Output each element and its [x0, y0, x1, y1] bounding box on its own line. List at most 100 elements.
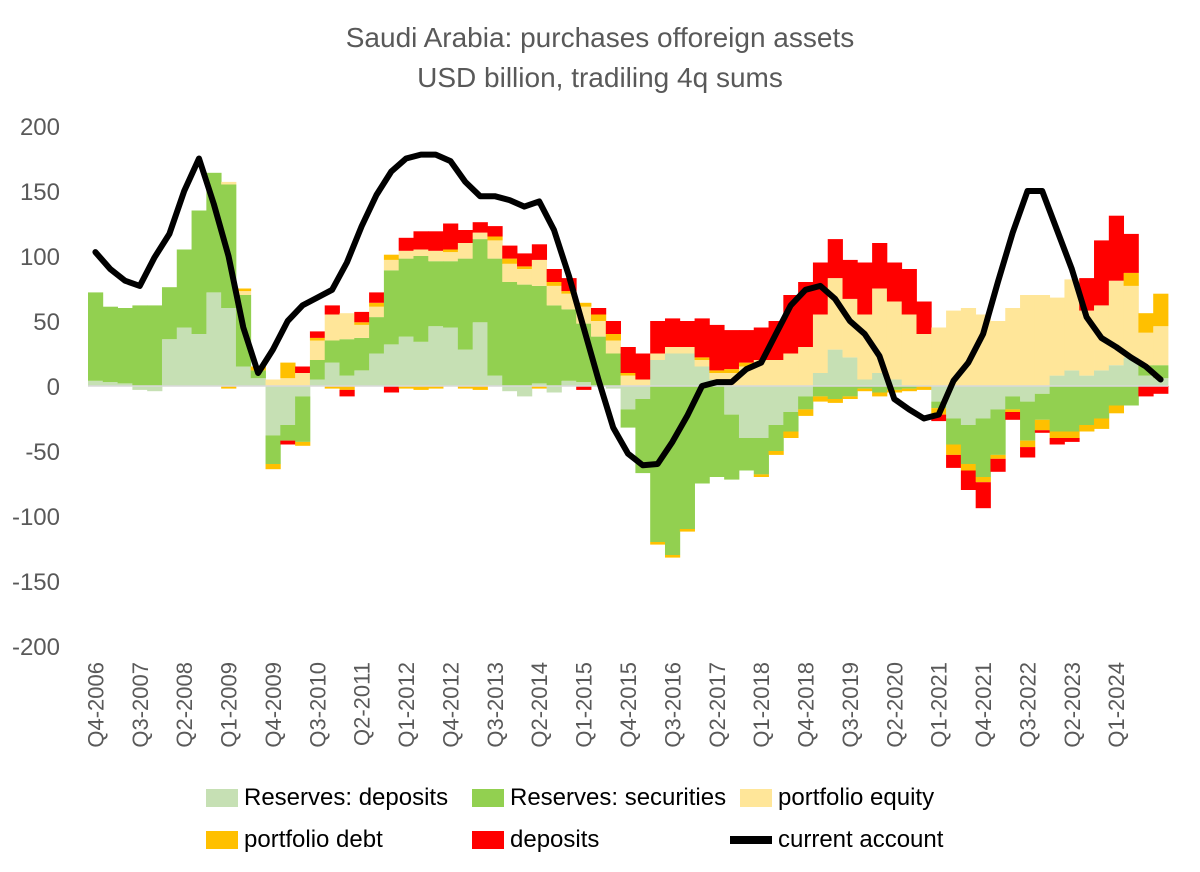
- bar-segment: [561, 380, 577, 386]
- bar-segment: [664, 347, 681, 354]
- y-tick-label: 200: [20, 114, 60, 141]
- bar-segment: [1153, 293, 1169, 327]
- legend-swatch: [472, 831, 504, 849]
- bar-segment: [265, 386, 281, 436]
- bar-segment: [265, 464, 281, 470]
- bar-segment: [724, 414, 740, 480]
- bar-segment: [1094, 240, 1110, 306]
- bar-segment: [975, 482, 991, 509]
- bar-segment: [250, 378, 266, 386]
- bar-segment: [872, 386, 888, 393]
- legend-swatch: [472, 789, 504, 807]
- bar-segment: [398, 237, 414, 251]
- bar-segment: [221, 386, 237, 389]
- bar-segment: [147, 305, 163, 386]
- bar-segment: [309, 340, 326, 360]
- bar-segment: [443, 223, 459, 250]
- bar-segment: [635, 353, 651, 380]
- bar-segment: [235, 291, 252, 295]
- bar-segment: [1123, 272, 1139, 286]
- bar-segment: [546, 386, 562, 393]
- bar-segment: [724, 369, 740, 373]
- bar-segment: [295, 373, 311, 386]
- bar-segment: [650, 353, 666, 360]
- bar-segment: [605, 340, 622, 354]
- bar-segment: [709, 370, 725, 373]
- bar-segment: [591, 308, 607, 315]
- y-tick-label: 100: [20, 244, 60, 271]
- legend-swatch: [740, 789, 772, 807]
- bar-segment: [1034, 393, 1051, 420]
- bar-segment: [1079, 375, 1095, 386]
- bar-segment: [664, 353, 681, 386]
- bar-segment: [960, 386, 977, 425]
- legend-label: portfolio equity: [778, 784, 935, 811]
- bar-segment: [1020, 386, 1036, 402]
- bar-segment: [502, 282, 518, 386]
- bar-segment: [1049, 375, 1065, 386]
- bar-segment: [413, 341, 429, 386]
- bar-segment: [738, 438, 755, 471]
- bar-segment: [472, 239, 488, 323]
- bar-segment: [1138, 313, 1154, 333]
- bar-segment: [502, 245, 518, 259]
- bar-segment: [753, 474, 769, 477]
- bar-segment: [1020, 295, 1036, 386]
- bar-segment: [960, 425, 977, 464]
- bar-segment: [487, 226, 503, 237]
- bar-segment: [502, 386, 518, 392]
- bar-segment: [783, 353, 799, 386]
- bar-segment: [309, 360, 326, 380]
- bar-segment: [798, 347, 814, 386]
- bar-segment: [694, 357, 710, 360]
- bar-segment: [235, 288, 252, 292]
- bar-segment: [886, 386, 903, 390]
- bar-segment: [738, 362, 755, 367]
- legend-item: deposits: [472, 826, 599, 854]
- x-tick-label: Q1-2015: [572, 662, 597, 748]
- bar-segment: [990, 409, 1006, 455]
- bar-segment: [546, 282, 562, 286]
- bar-segment: [901, 386, 917, 389]
- bar-segment: [546, 305, 562, 386]
- bar-segment: [946, 310, 962, 386]
- x-tick-label: Q2-2023: [1060, 662, 1085, 748]
- bar-segment: [1108, 386, 1125, 406]
- bar-segment: [1108, 405, 1125, 414]
- bar-segment: [398, 258, 414, 337]
- bar-segment: [975, 477, 991, 483]
- bar-segment: [324, 305, 340, 315]
- x-tick-label: Q2-2017: [705, 662, 730, 748]
- bar-segment: [517, 266, 533, 269]
- bar-segment: [132, 386, 148, 390]
- bar-segment: [990, 458, 1006, 472]
- bar-segment: [827, 386, 843, 399]
- x-tick-label: Q1-2018: [749, 662, 774, 748]
- y-tick-label: -100: [12, 504, 60, 531]
- bar-segment: [768, 425, 784, 451]
- bar-segment: [768, 360, 784, 386]
- bar-segment: [664, 318, 681, 347]
- bar-segment: [265, 435, 281, 464]
- bar-segment: [1005, 386, 1021, 397]
- x-tick-label: Q4-2021: [971, 662, 996, 748]
- bar-segment: [605, 321, 622, 334]
- bar-segment: [443, 261, 459, 328]
- bar-segment: [679, 353, 695, 386]
- bar-segment: [709, 324, 725, 371]
- bar-segment: [738, 386, 755, 438]
- x-tick-label: Q2-2008: [172, 662, 197, 748]
- bar-segment: [931, 414, 947, 422]
- bar-segment: [679, 529, 695, 532]
- bar-segment: [369, 353, 385, 386]
- bar-segment: [1094, 370, 1110, 386]
- bar-segment: [280, 440, 296, 445]
- x-tick-label: Q2-2014: [527, 662, 552, 748]
- x-tick-label: Q1-2024: [1104, 662, 1129, 748]
- bar-segment: [975, 386, 991, 419]
- bar-segment: [576, 386, 592, 390]
- legend-item: Reserves: deposits: [206, 784, 448, 812]
- bar-segment: [798, 282, 814, 347]
- legend-item: Reserves: securities: [472, 784, 726, 812]
- x-tick-label: Q3-2019: [838, 662, 863, 748]
